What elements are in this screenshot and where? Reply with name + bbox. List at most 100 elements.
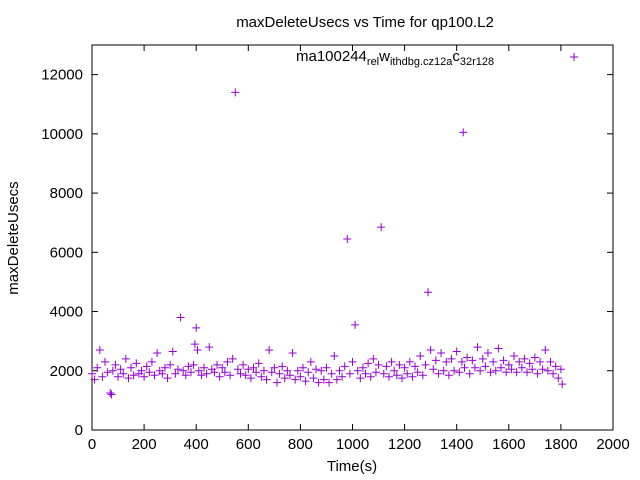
data-point bbox=[168, 347, 177, 356]
data-point bbox=[395, 360, 404, 369]
data-point bbox=[379, 369, 388, 378]
data-point bbox=[319, 375, 328, 384]
data-point bbox=[293, 366, 302, 375]
data-point bbox=[93, 363, 102, 372]
data-point bbox=[184, 362, 193, 371]
data-point bbox=[107, 390, 116, 399]
data-point bbox=[127, 363, 136, 372]
data-point bbox=[236, 369, 245, 378]
data-point bbox=[356, 374, 365, 383]
y-tick-label: 10000 bbox=[41, 126, 83, 143]
data-point bbox=[309, 374, 318, 383]
data-point bbox=[299, 363, 308, 372]
data-point bbox=[390, 366, 399, 375]
legend-label: ma100244relwithdbg.cz12ac32r128 bbox=[296, 48, 494, 68]
data-point bbox=[280, 374, 289, 383]
data-point bbox=[239, 360, 248, 369]
data-point bbox=[434, 369, 443, 378]
data-point bbox=[551, 362, 560, 371]
data-point bbox=[278, 362, 287, 371]
x-axis: 0 200 400 600 800 1000 1200 1400 1600 1800 2000 bbox=[88, 45, 630, 453]
data-point bbox=[254, 359, 263, 368]
data-point bbox=[392, 371, 401, 380]
data-point bbox=[491, 366, 500, 375]
data-point bbox=[142, 362, 151, 371]
data-point bbox=[353, 366, 362, 375]
data-point bbox=[397, 374, 406, 383]
legend-text-part: 32r128 bbox=[460, 56, 494, 68]
data-point bbox=[244, 365, 253, 374]
data-point bbox=[384, 372, 393, 381]
data-point bbox=[429, 365, 438, 374]
data-point bbox=[408, 372, 417, 381]
data-point bbox=[121, 354, 130, 363]
data-point bbox=[213, 360, 222, 369]
legend-text-part: ma100244 bbox=[296, 48, 367, 65]
data-point bbox=[218, 363, 227, 372]
data-point bbox=[541, 346, 550, 355]
data-point bbox=[533, 369, 542, 378]
data-point bbox=[496, 363, 505, 372]
data-point bbox=[332, 375, 341, 384]
data-point bbox=[301, 377, 310, 386]
data-point bbox=[317, 366, 326, 375]
data-point bbox=[405, 357, 414, 366]
data-point bbox=[517, 363, 526, 372]
data-point bbox=[465, 369, 474, 378]
data-point bbox=[233, 365, 242, 374]
data-point bbox=[90, 375, 99, 384]
data-point bbox=[444, 371, 453, 380]
data-point bbox=[452, 347, 461, 356]
data-point bbox=[538, 365, 547, 374]
data-point bbox=[129, 371, 138, 380]
data-point bbox=[272, 378, 281, 387]
data-point bbox=[231, 88, 240, 97]
data-point bbox=[202, 369, 211, 378]
data-point bbox=[426, 346, 435, 355]
legend: ma100244relwithdbg.cz12ac32r128 bbox=[296, 48, 578, 68]
data-point bbox=[473, 343, 482, 352]
data-point bbox=[554, 374, 563, 383]
data-point bbox=[546, 357, 555, 366]
data-point bbox=[223, 357, 232, 366]
data-point bbox=[478, 354, 487, 363]
data-point bbox=[124, 374, 133, 383]
data-point bbox=[528, 365, 537, 374]
data-point bbox=[338, 372, 347, 381]
data-point bbox=[549, 369, 558, 378]
data-point bbox=[530, 353, 539, 362]
data-point bbox=[340, 362, 349, 371]
data-point bbox=[116, 365, 125, 374]
y-tick-label: 6000 bbox=[50, 244, 83, 261]
data-point bbox=[374, 360, 383, 369]
data-point bbox=[314, 378, 323, 387]
data-point bbox=[504, 360, 513, 369]
data-point bbox=[312, 365, 321, 374]
data-point bbox=[403, 369, 412, 378]
data-point bbox=[351, 320, 360, 329]
data-point bbox=[366, 372, 375, 381]
data-point bbox=[190, 340, 199, 349]
legend-text-part: w bbox=[378, 48, 390, 65]
data-point bbox=[439, 366, 448, 375]
legend-plus-marker bbox=[570, 53, 578, 61]
data-point bbox=[275, 369, 284, 378]
data-point bbox=[259, 366, 268, 375]
data-point bbox=[215, 372, 224, 381]
data-point bbox=[515, 357, 524, 366]
data-point bbox=[304, 368, 313, 377]
data-point bbox=[494, 344, 503, 353]
data-point bbox=[369, 354, 378, 363]
data-point bbox=[252, 368, 261, 377]
data-point bbox=[463, 353, 472, 362]
data-point bbox=[111, 360, 120, 369]
data-point bbox=[507, 365, 516, 374]
data-point bbox=[194, 366, 203, 375]
data-point bbox=[197, 371, 206, 380]
data-point bbox=[88, 369, 96, 378]
x-tick-label: 400 bbox=[184, 436, 209, 453]
data-point bbox=[181, 371, 190, 380]
data-point bbox=[283, 366, 292, 375]
data-point bbox=[460, 363, 469, 372]
data-point bbox=[556, 365, 565, 374]
